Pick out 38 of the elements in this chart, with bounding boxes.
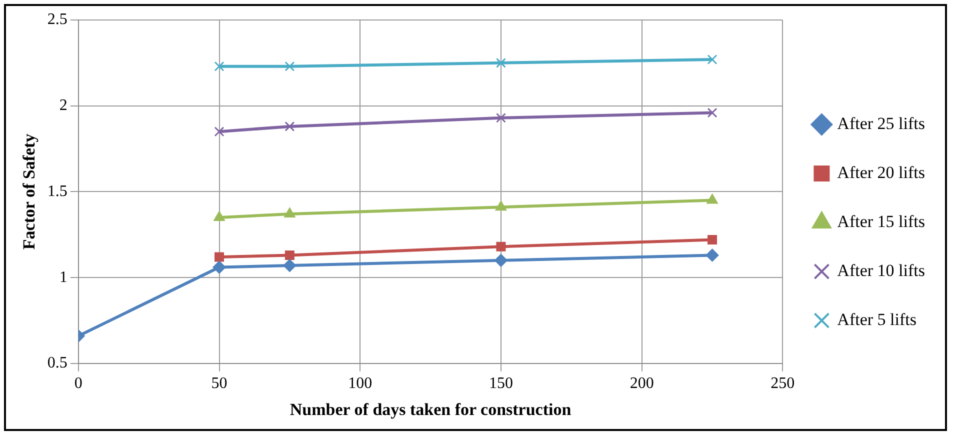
- point: [284, 208, 296, 218]
- x-tick-label: 150: [488, 375, 513, 392]
- point: [214, 61, 224, 72]
- point: [706, 194, 718, 204]
- y-tick-label: 1: [59, 268, 68, 286]
- x-tick-label: 200: [630, 375, 654, 392]
- y-tick-label: 1.5: [47, 182, 68, 200]
- x-tick-label: 50: [211, 375, 228, 392]
- x-tick-label: 100: [348, 375, 372, 392]
- point: [496, 58, 506, 68]
- legend-label: After 15 lifts: [837, 212, 926, 231]
- x-axis-title: Number of days taken for construction: [290, 400, 572, 420]
- point: [284, 121, 295, 132]
- point: [214, 210, 225, 221]
- point: [496, 112, 506, 123]
- point: [283, 259, 296, 272]
- point: [707, 108, 718, 118]
- point: [214, 126, 224, 137]
- y-tick-label: 2: [59, 97, 68, 114]
- legend-label: After 5 lifts: [837, 310, 917, 329]
- point: [284, 61, 295, 72]
- legend-label: After 10 lifts: [837, 260, 926, 280]
- point: [496, 242, 506, 252]
- point: [214, 252, 224, 262]
- x-tick-label: 0: [74, 375, 82, 392]
- legend-label: After 25 lifts: [837, 114, 926, 133]
- y-tick-label: 0.5: [47, 354, 68, 372]
- x-tick-label: 250: [770, 375, 795, 392]
- point: [707, 54, 718, 64]
- y-axis-title: Factor of Safety: [20, 133, 39, 250]
- point: [708, 235, 717, 245]
- point: [706, 248, 719, 262]
- point: [212, 260, 226, 274]
- point: [495, 200, 507, 211]
- point: [284, 250, 294, 260]
- legend-label: After 20 lifts: [837, 162, 926, 182]
- point: [494, 254, 508, 267]
- y-tick-label: 2.5: [47, 11, 68, 28]
